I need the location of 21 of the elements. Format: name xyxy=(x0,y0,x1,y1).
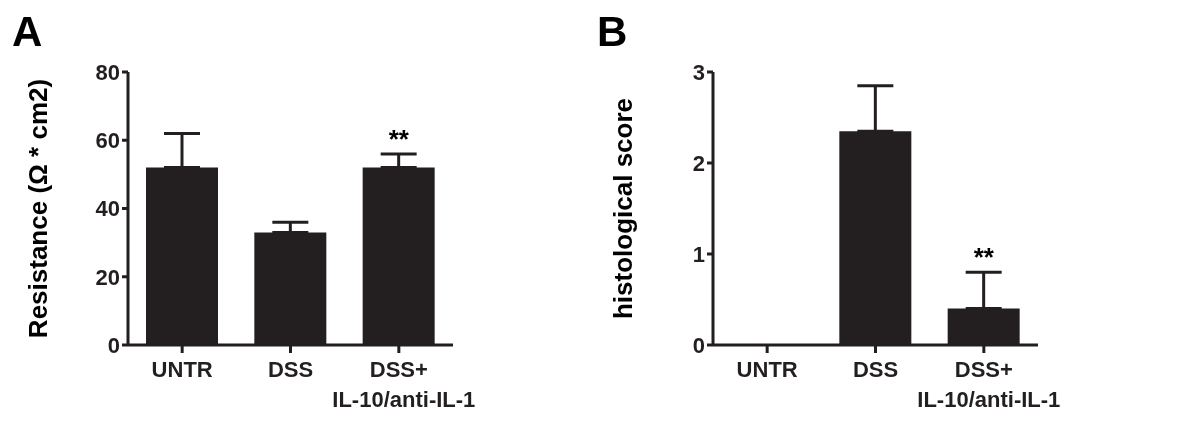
x-tick-label: DSS xyxy=(852,357,899,382)
chart-title: B xyxy=(597,8,628,56)
x-tick-label: UNTR xyxy=(151,357,213,382)
y-tick-label: 3 xyxy=(692,59,705,85)
y-tick-label: 1 xyxy=(692,241,705,267)
y-axis-title: histological score xyxy=(608,97,639,320)
y-tick-label: 0 xyxy=(692,332,705,358)
x-tick-label: DSS+ IL-10/anti-IL-1 xyxy=(917,357,1061,412)
y-tick-label: 2 xyxy=(692,150,705,176)
x-tick-label: UNTR xyxy=(736,357,798,382)
x-tick-label: DSS+ IL-10/anti-IL-1 xyxy=(332,357,476,412)
y-tick-label: 60 xyxy=(95,128,120,154)
annotation: ** xyxy=(973,242,995,273)
y-tick-label: 80 xyxy=(95,59,120,85)
y-tick-label: 20 xyxy=(95,264,120,290)
chart-title: A xyxy=(12,8,43,56)
y-axis-title: Resistance (Ω * cm2) xyxy=(23,78,54,339)
x-tick-label: DSS xyxy=(267,357,314,382)
annotation: ** xyxy=(388,123,410,154)
y-tick-label: 0 xyxy=(107,332,120,358)
y-tick-label: 40 xyxy=(95,196,120,222)
